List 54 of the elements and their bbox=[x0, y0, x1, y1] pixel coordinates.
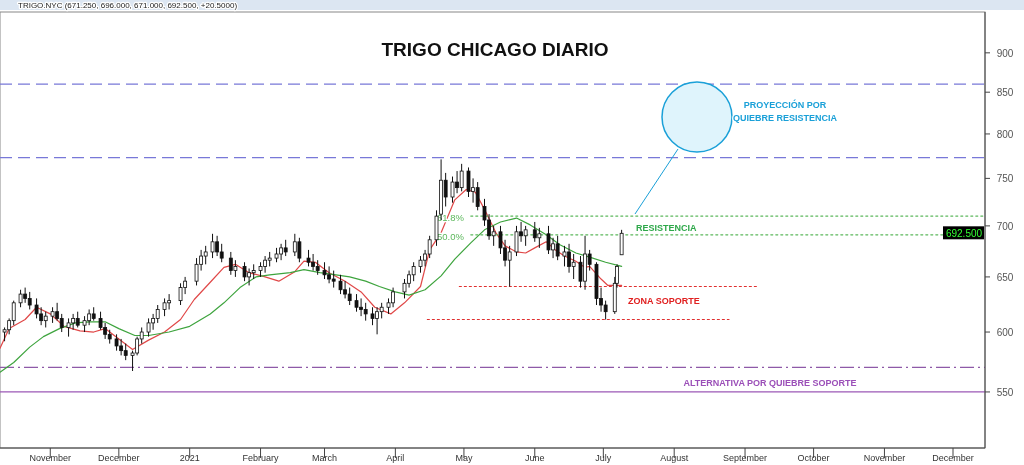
candlestick bbox=[537, 227, 542, 249]
candlestick bbox=[203, 245, 208, 265]
candlestick bbox=[514, 225, 519, 257]
candlestick bbox=[427, 235, 432, 259]
candlestick bbox=[555, 235, 560, 261]
y-tick-label: 800 bbox=[996, 128, 1014, 140]
annotation: ALTERNATIVA POR QUIEBRE SOPORTE bbox=[683, 378, 857, 388]
x-tick-label: August bbox=[660, 453, 689, 463]
candlestick bbox=[242, 261, 247, 282]
candlestick bbox=[297, 237, 302, 263]
annotation: RESISTENCIA bbox=[636, 223, 698, 233]
candlestick bbox=[338, 274, 343, 295]
candlestick bbox=[59, 313, 64, 333]
x-tick-label: October bbox=[797, 453, 830, 463]
candlestick bbox=[459, 163, 464, 192]
candlestick bbox=[66, 317, 71, 338]
annotation: 692.500 bbox=[945, 227, 983, 239]
y-tick-label: 750 bbox=[996, 173, 1014, 185]
x-tick-label: November bbox=[863, 453, 906, 463]
x-tick-label: May bbox=[455, 453, 473, 463]
y-tick-label: 550 bbox=[996, 386, 1014, 398]
y-tick-label: 650 bbox=[996, 271, 1014, 283]
x-tick-label: September bbox=[723, 453, 768, 463]
candlestick bbox=[546, 225, 551, 255]
candlestick bbox=[146, 317, 151, 338]
x-tick-label: March bbox=[312, 453, 338, 463]
y-tick-label: 900 bbox=[996, 47, 1014, 59]
x-tick-label: 2021 bbox=[179, 453, 200, 463]
annotation: PROYECCIÓN POR QUIEBRE RESISTENCIA bbox=[732, 99, 838, 123]
x-tick-label: July bbox=[595, 453, 612, 463]
x-tick-label: June bbox=[525, 453, 545, 463]
x-tick-label: December bbox=[932, 453, 974, 463]
candlestick bbox=[210, 233, 215, 259]
y-tick-label: 600 bbox=[996, 327, 1014, 339]
candlestick bbox=[562, 245, 567, 267]
line-series bbox=[0, 217, 623, 373]
text: TRIGO CHICAGO DIARIO bbox=[381, 39, 609, 60]
candlestick bbox=[507, 245, 512, 288]
candlestick bbox=[523, 225, 528, 247]
x-tick-label: November bbox=[29, 453, 72, 463]
x-tick-label: February bbox=[242, 453, 280, 463]
text: TRIGO.NYC (671.250, 696.000, 671.000, 692.500, +20.5000) bbox=[18, 1, 238, 10]
candlestick bbox=[411, 261, 416, 282]
candlestick bbox=[619, 229, 624, 256]
y-tick-label: 850 bbox=[996, 87, 1014, 99]
annotation: ZONA SOPORTE bbox=[628, 296, 700, 306]
y-tick-label: 700 bbox=[996, 220, 1014, 232]
candlestick bbox=[475, 181, 480, 211]
candlestick bbox=[11, 300, 16, 326]
candlestick bbox=[219, 243, 224, 263]
x-tick-label: April bbox=[386, 453, 405, 463]
candlestick bbox=[571, 253, 576, 280]
x-tick-label: December bbox=[98, 453, 140, 463]
candlestick bbox=[578, 255, 583, 289]
